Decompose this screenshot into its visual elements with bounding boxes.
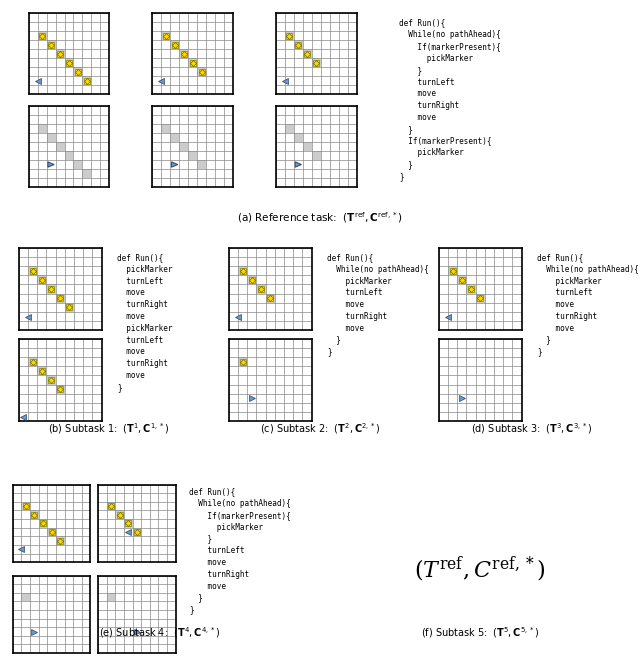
Bar <box>188 151 197 160</box>
Bar <box>37 275 47 284</box>
Bar <box>74 67 83 76</box>
Text: (a) Reference task:  ($\mathbf{T}^{\mathrm{ref}}, \mathbf{C}^{\mathrm{ref},*}$): (a) Reference task: ($\mathbf{T}^{\mathr… <box>237 210 403 225</box>
Bar <box>294 133 303 142</box>
Bar <box>83 76 92 85</box>
Bar <box>188 58 197 67</box>
Bar <box>83 169 92 178</box>
Bar <box>74 160 83 169</box>
Bar <box>179 50 188 58</box>
Text: $(T^{\mathrm{ref}}, C^{\mathrm{ref},*})$: $(T^{\mathrm{ref}}, C^{\mathrm{ref},*})$ <box>413 554 545 583</box>
Bar <box>38 124 47 133</box>
Bar <box>47 40 56 50</box>
Bar <box>47 133 56 142</box>
Bar <box>238 266 247 275</box>
Bar <box>47 284 56 294</box>
Bar <box>37 366 47 375</box>
Bar <box>107 593 115 601</box>
Bar <box>115 510 124 519</box>
Bar <box>467 284 476 294</box>
Bar <box>21 502 30 510</box>
Bar <box>448 266 457 275</box>
Text: def Run(){
  While(no pathAhead){
    If(markerPresent){
      pickMarker
    }
: def Run(){ While(no pathAhead){ If(marke… <box>399 19 501 181</box>
Bar <box>65 303 74 312</box>
Bar <box>28 357 37 366</box>
Bar <box>38 519 47 528</box>
Bar <box>132 528 141 537</box>
Bar <box>161 31 170 40</box>
Text: def Run(){
  pickMarker
  turnLeft
  move
  turnRight
  move
  pickMarker
  turn: def Run(){ pickMarker turnLeft move turn… <box>117 253 173 392</box>
Bar <box>21 593 30 601</box>
Bar <box>47 375 56 385</box>
Text: (f) Subtask 5:  ($\mathbf{T}^5, \mathbf{C}^{5,*}$): (f) Subtask 5: ($\mathbf{T}^5, \mathbf{C… <box>421 625 539 640</box>
Text: (b) Subtask 1:  ($\mathbf{T}^1, \mathbf{C}^{1,*}$): (b) Subtask 1: ($\mathbf{T}^1, \mathbf{C… <box>48 421 170 436</box>
Bar <box>294 40 303 50</box>
Bar <box>197 160 206 169</box>
Polygon shape <box>295 162 301 167</box>
Text: def Run(){
  While(no pathAhead){
    pickMarker
    turnLeft
    move
    turnR: def Run(){ While(no pathAhead){ pickMark… <box>537 253 639 357</box>
Bar <box>47 528 56 537</box>
Bar <box>56 385 65 394</box>
Bar <box>170 40 179 50</box>
Bar <box>197 67 206 76</box>
Bar <box>38 31 47 40</box>
Text: (c) Subtask 2:  ($\mathbf{T}^2, \mathbf{C}^{2,*}$): (c) Subtask 2: ($\mathbf{T}^2, \mathbf{C… <box>260 421 380 436</box>
Bar <box>107 502 115 510</box>
Text: def Run(){
  While(no pathAhead){
    pickMarker
    turnLeft
    move
    turnR: def Run(){ While(no pathAhead){ pickMark… <box>327 253 429 357</box>
Bar <box>457 275 467 284</box>
Bar <box>285 124 294 133</box>
Bar <box>238 357 247 366</box>
Bar <box>303 142 312 151</box>
Bar <box>170 133 179 142</box>
Bar <box>303 50 312 58</box>
Bar <box>56 537 65 545</box>
Text: def Run(){
  While(no pathAhead){
    If(markerPresent){
      pickMarker
    }
: def Run(){ While(no pathAhead){ If(marke… <box>189 487 291 614</box>
Bar <box>312 58 321 67</box>
Bar <box>65 151 74 160</box>
Bar <box>179 142 188 151</box>
Bar <box>124 519 132 528</box>
Bar <box>266 294 275 303</box>
Bar <box>247 275 257 284</box>
Bar <box>37 366 47 375</box>
Text: (d) Subtask 3:  ($\mathbf{T}^3, \mathbf{C}^{3,*}$): (d) Subtask 3: ($\mathbf{T}^3, \mathbf{C… <box>470 421 592 436</box>
Bar <box>56 385 65 394</box>
Bar <box>28 266 37 275</box>
Bar <box>56 142 65 151</box>
Bar <box>161 124 170 133</box>
Text: (e) Subtask 4:  ($\mathbf{T}^4, \mathbf{C}^{4,*}$): (e) Subtask 4: ($\mathbf{T}^4, \mathbf{C… <box>99 625 221 640</box>
Bar <box>476 294 484 303</box>
Bar <box>56 294 65 303</box>
Bar <box>30 510 38 519</box>
Bar <box>257 284 266 294</box>
Bar <box>28 357 37 366</box>
Bar <box>312 151 321 160</box>
Bar <box>285 31 294 40</box>
Bar <box>65 58 74 67</box>
Bar <box>47 375 56 385</box>
Polygon shape <box>172 162 178 167</box>
Bar <box>56 50 65 58</box>
Polygon shape <box>48 162 54 167</box>
